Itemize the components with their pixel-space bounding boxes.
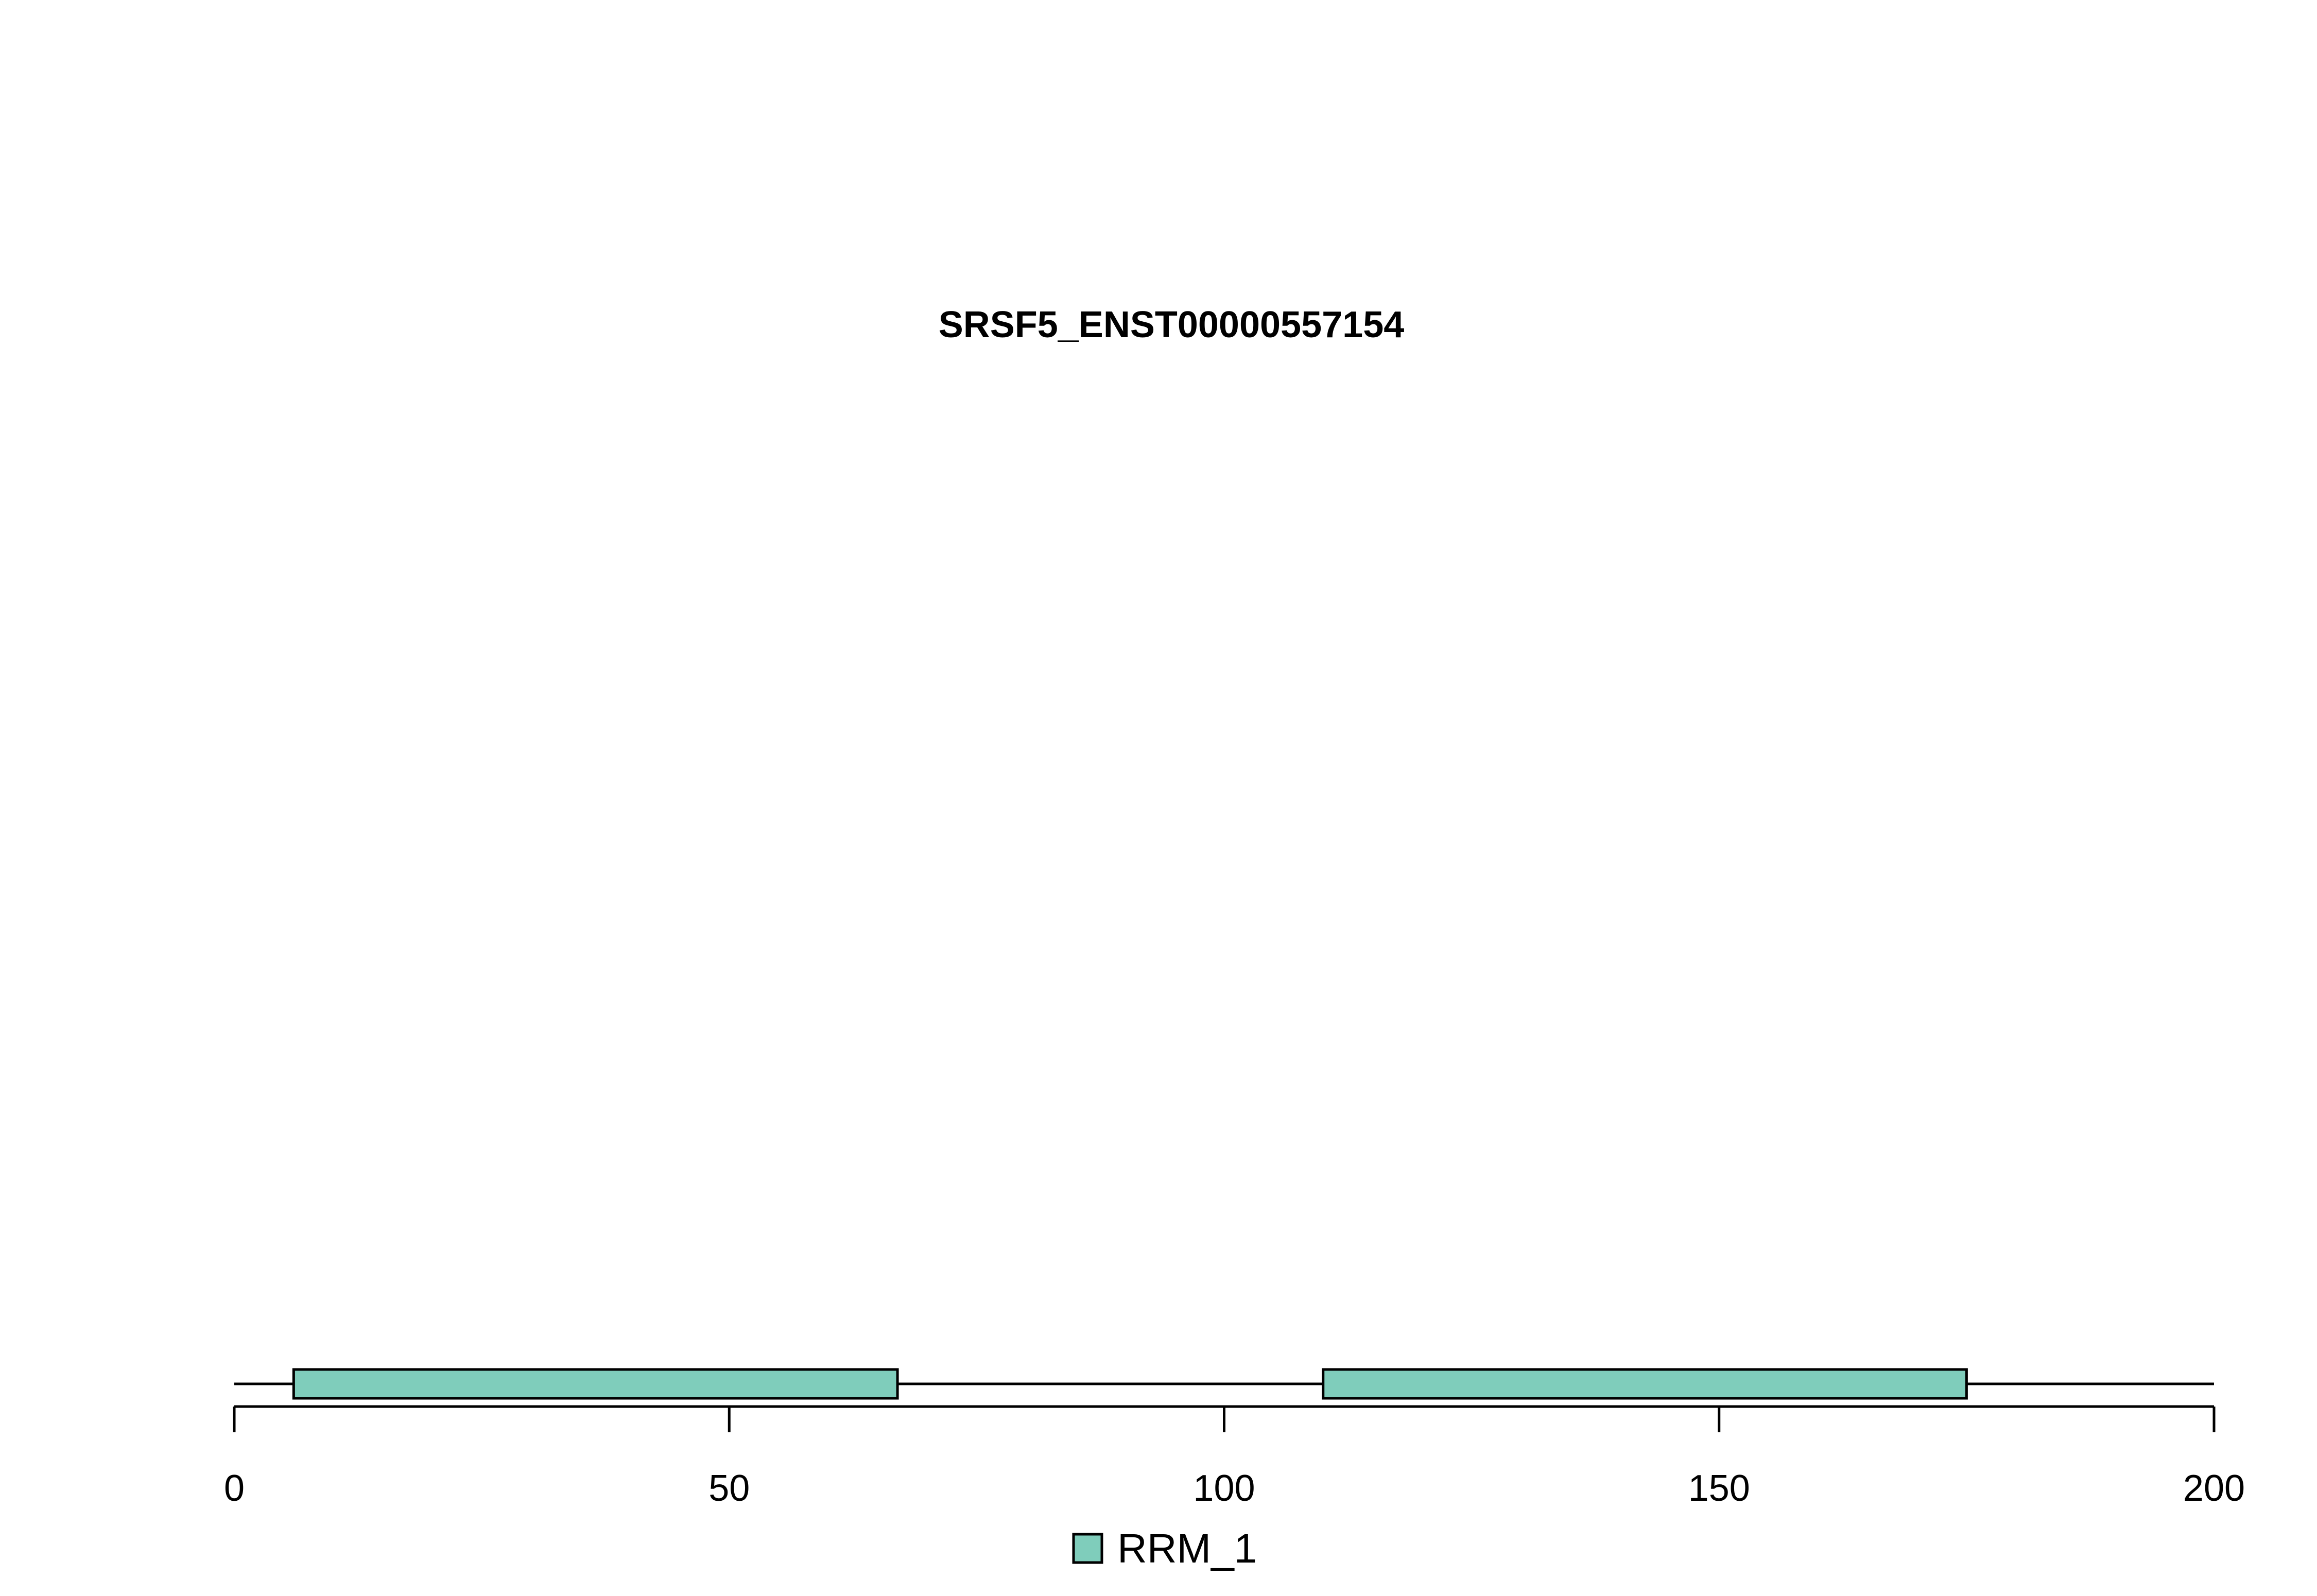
x-tick-label-200: 200: [2183, 1468, 2245, 1509]
x-axis: 0 50 100 150 200: [224, 1405, 2245, 1509]
domain-box-rrm-1-2: [1322, 1368, 1968, 1400]
protein-track: [234, 1368, 2214, 1400]
legend: RRM_1: [1072, 1525, 1257, 1571]
chart-title: SRSF5_ENST00000557154: [939, 304, 1405, 345]
legend-label-rrm-1: RRM_1: [1117, 1525, 1257, 1571]
domain-box-rrm-1-1: [292, 1368, 899, 1400]
x-tick-label-150: 150: [1688, 1468, 1750, 1509]
legend-swatch-rrm-1: [1072, 1533, 1103, 1564]
x-tick-label-100: 100: [1193, 1468, 1255, 1509]
x-tick-label-0: 0: [224, 1468, 245, 1509]
x-tick-label-50: 50: [708, 1468, 750, 1509]
